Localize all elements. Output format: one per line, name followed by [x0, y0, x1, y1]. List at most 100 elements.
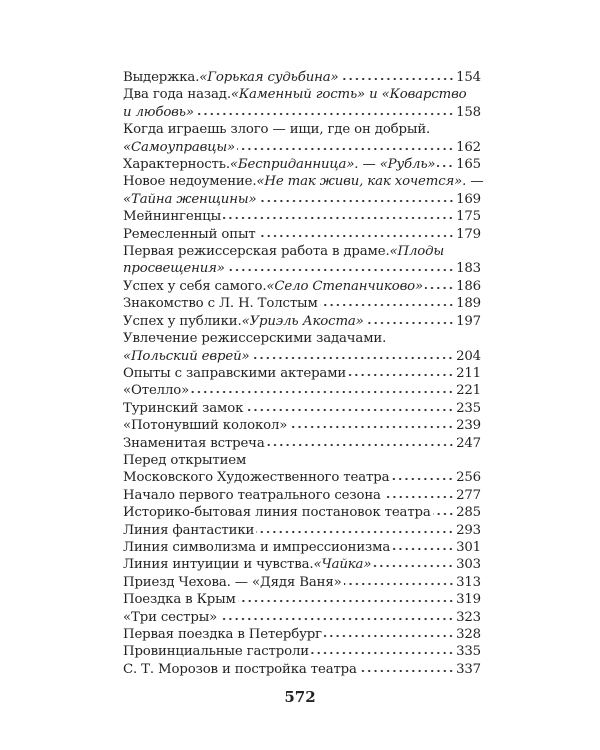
toc-entry-title: Характерность.: [123, 157, 230, 173]
toc-entry-line: Линия символизма и импрессионизма 301: [123, 539, 481, 556]
toc-entry-title: Линия символизма и импрессионизма: [123, 539, 391, 555]
toc-entry-line: Первая поездка в Петербург 328: [123, 626, 481, 643]
toc-page-number: 313: [456, 574, 481, 590]
toc-entry-title: Провинциальные гастроли: [123, 644, 309, 660]
toc-page-number: 256: [456, 470, 481, 486]
dot-leader: [310, 651, 455, 656]
toc-entry-line: Перед открытием: [123, 452, 481, 469]
toc-entry-title-italic: и любовь»: [123, 104, 194, 120]
dot-leader: [437, 164, 455, 169]
toc-entry-title: Выдержка.: [123, 70, 200, 85]
toc-entry-title: Первая поездка в Петербург: [123, 627, 322, 642]
toc-entry: Историко-бытовая линия постановок театра…: [123, 504, 481, 521]
toc-entry-line: «Тайна женщины» 169: [123, 191, 481, 208]
toc-entry-line: «Самоуправцы» 162: [123, 139, 481, 156]
toc-page-number: 183: [456, 261, 481, 277]
toc-entry-line: Ремесленный опыт 179: [123, 226, 481, 243]
toc-entry: Перед открытием Московского Художественно…: [123, 452, 481, 487]
toc-entry-title-italic: «Польский еврей»: [123, 348, 250, 364]
toc-entry-line: Два года назад. «Каменный гость» и «Кова…: [123, 86, 481, 103]
dot-leader: [358, 668, 455, 673]
dot-leader: [266, 442, 455, 447]
toc-entry-line: Начало первого театрального сезона 277: [123, 487, 481, 504]
dot-leader: [319, 303, 455, 308]
dot-leader: [432, 512, 455, 517]
toc-page-number: 239: [456, 418, 481, 434]
toc-page-number: 186: [456, 278, 481, 294]
toc-page-number: 337: [456, 661, 481, 677]
dot-leader: [219, 616, 455, 621]
toc-entry: Мейнингенцы 175: [123, 208, 481, 225]
toc-entry-title-italic: «Самоуправцы»: [123, 139, 236, 155]
toc-entry-line: Опыты с заправскими актерами 211: [123, 365, 481, 382]
toc-entry-line: Выдержка. «Горькая судьбина» 154: [123, 69, 481, 86]
toc-entry-line: Знакомство с Л. Н. Толстым 189: [123, 295, 481, 312]
toc-entry-title-italic: «Уриэль Акоста»: [241, 313, 364, 329]
toc-entry: Выдержка. «Горькая судьбина» 154: [123, 69, 481, 86]
toc-entry: Туринский замок 235: [123, 400, 481, 417]
toc-entry-title: Успех у себя самого.: [123, 278, 267, 294]
toc-entry: Линия фантастики 293: [123, 522, 481, 539]
toc-entry-line: Увлечение режиссерскими задачами.: [123, 330, 481, 347]
dot-leader: [348, 372, 455, 377]
toc-page-number: 154: [456, 70, 481, 85]
toc-entry-line: Линия интуиции и чувства. «Чайка» 303: [123, 556, 481, 573]
toc-entry-title-italic: «Горькая судьбина»: [199, 70, 339, 85]
toc-entry-line: просвещения» 183: [123, 260, 481, 277]
toc-entry-title: «Потонувший колокол»: [123, 418, 288, 434]
toc-entry: Знакомство с Л. Н. Толстым 189: [123, 295, 481, 312]
toc-entry: Начало первого театрального сезона 277: [123, 487, 481, 504]
toc-entry-title: Туринский замок: [123, 400, 244, 416]
toc-page-number: 158: [456, 104, 481, 120]
toc-entry-title: Опыты с заправскими актерами: [123, 365, 347, 381]
toc-entry: Опыты с заправскими актерами 211: [123, 365, 481, 382]
toc-page-number: 301: [456, 539, 481, 555]
toc-entry-title: «Три сестры»: [123, 609, 218, 625]
toc-page-number: 277: [456, 487, 481, 503]
toc-entry-line: «Три сестры» 323: [123, 609, 481, 626]
toc-entry-title: Увлечение режиссерскими задачами.: [123, 331, 387, 347]
toc-entry: Первая режиссерская работа в драме. «Пло…: [123, 243, 481, 278]
toc-entry-line: Поездка в Крым 319: [123, 591, 481, 608]
toc-entry: Линия интуиции и чувства. «Чайка» 303: [123, 556, 481, 573]
toc-entry-title-italic: «Тайна женщины»: [123, 191, 257, 207]
toc-entry: Приезд Чехова. — «Дядя Ваня» 313: [123, 574, 481, 591]
toc-entry-line: Мейнингенцы 175: [123, 208, 481, 225]
toc-entry-title: Знаменитая встреча: [123, 435, 265, 451]
toc-page-number: 303: [456, 557, 481, 573]
toc-entry-title-italic: «Плоды: [389, 244, 445, 260]
toc-page-number: 328: [456, 627, 481, 642]
toc-entry-line: Когда играешь злого — ищи, где он добрый…: [123, 121, 481, 138]
toc-entry-title: С. Т. Морозов и постройка театра: [123, 661, 357, 677]
toc-entry-title: Когда играешь злого — ищи, где он добрый…: [123, 122, 431, 138]
toc-entry: Два года назад. «Каменный гость» и «Кова…: [123, 86, 481, 121]
toc-page-number: 165: [456, 157, 481, 173]
toc-page-number: 221: [456, 383, 481, 399]
dot-leader: [323, 634, 455, 638]
toc-entry: «Три сестры» 323: [123, 609, 481, 626]
toc-entry-title: Линия интуиции и чувства.: [123, 557, 314, 573]
toc-entry: Первая поездка в Петербург 328: [123, 626, 481, 643]
toc-entry-line: Московского Художественного театра 256: [123, 469, 481, 486]
toc-entry-title-italic: просвещения»: [123, 261, 225, 277]
toc-page-number: 169: [456, 191, 481, 207]
dot-leader: [289, 425, 455, 430]
toc-entry-title-italic: «Каменный гость» и «Коварство: [230, 87, 467, 103]
toc-entry-title: Ремесленный опыт: [123, 226, 256, 242]
toc-entry-line: «Польский еврей» 204: [123, 348, 481, 365]
toc-entry-line: С. Т. Морозов и постройка театра 337: [123, 661, 481, 678]
table-of-contents: Выдержка. «Горькая судьбина» 154 Два года …: [123, 69, 484, 678]
toc-entry-title: Успех у публики.: [123, 313, 242, 329]
toc-entry-title: Новое недоумение.: [123, 174, 257, 190]
toc-entry: С. Т. Морозов и постройка театра 337: [123, 661, 481, 678]
dot-leader: [373, 564, 455, 569]
dot-leader: [251, 355, 455, 360]
toc-entry: Провинциальные гастроли 335: [123, 643, 481, 660]
toc-entry-title: Московского Художественного театра: [123, 470, 390, 486]
toc-entry-line: Линия фантастики 293: [123, 522, 481, 539]
toc-entry-title-italic: «Село Степанчиково»: [266, 278, 424, 294]
toc-entry: Знаменитая встреча 247: [123, 435, 481, 452]
dot-leader: [223, 216, 455, 221]
toc-entry-line: и любовь» 158: [123, 104, 481, 121]
toc-page-number: 293: [456, 522, 481, 538]
